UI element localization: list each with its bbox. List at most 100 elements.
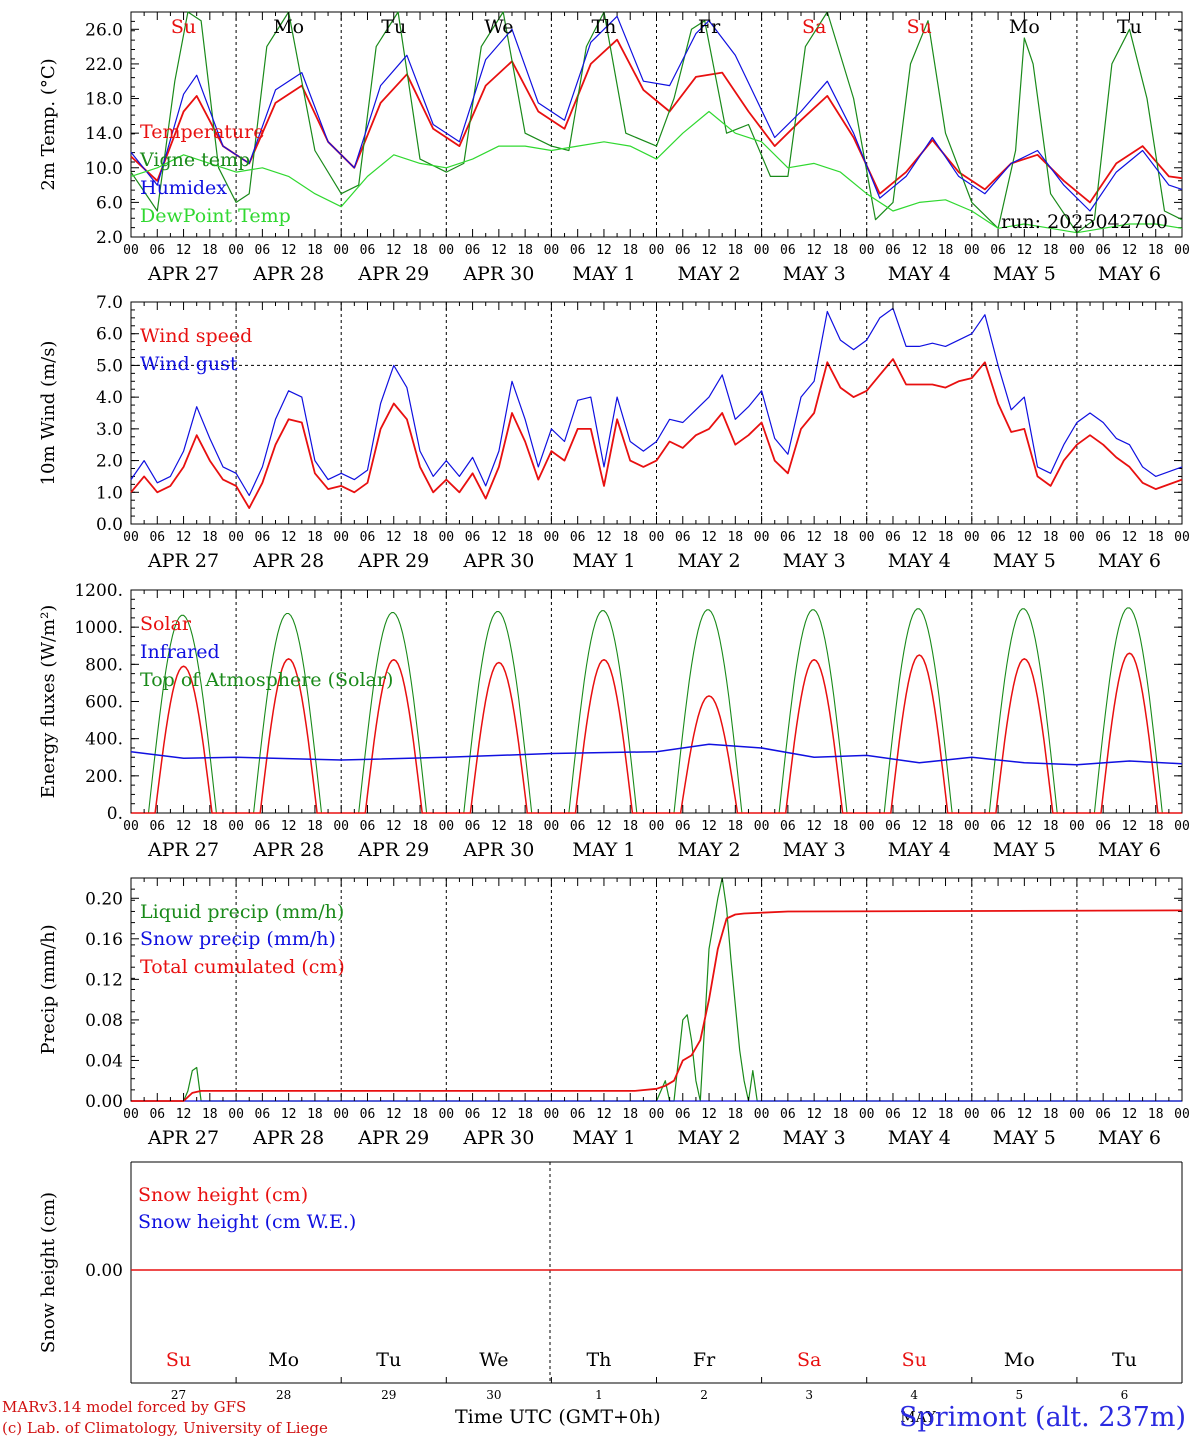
snow-y-tick-label: 0.00 xyxy=(85,1261,123,1281)
x-axis-title: Time UTC (GMT+0h) xyxy=(455,1406,661,1428)
hour-tick-label: 00 xyxy=(754,1107,770,1122)
date-label: APR 29 xyxy=(357,1127,429,1149)
hour-tick-label: 06 xyxy=(570,1107,586,1122)
plot-frame xyxy=(130,589,1183,814)
hour-tick-label: 12 xyxy=(1122,1107,1138,1122)
weekday-label: Th xyxy=(591,16,616,38)
hour-tick-label: 12 xyxy=(701,243,717,258)
hour-tick-label: 06 xyxy=(360,530,376,545)
weekday-label: Fr xyxy=(698,16,721,38)
hour-tick-label: 06 xyxy=(465,1107,481,1122)
snow-weekday-label: Fr xyxy=(693,1349,716,1371)
hour-tick-label: 06 xyxy=(780,819,796,834)
lab-credit: (c) Lab. of Climatology, University of L… xyxy=(2,1419,328,1437)
snow-day-number: 30 xyxy=(486,1388,501,1402)
hour-tick-label: 18 xyxy=(412,819,428,834)
legend-snow-precip-mm-h-: Snow precip (mm/h) xyxy=(140,928,336,950)
hour-tick-label: 18 xyxy=(1148,819,1164,834)
hour-tick-label: 06 xyxy=(885,1107,901,1122)
legend-temperature: Temperature xyxy=(140,121,264,143)
hour-tick-label: 00 xyxy=(754,530,770,545)
date-label: MAY 1 xyxy=(572,1127,635,1149)
weekday-label: Su xyxy=(171,16,196,38)
hour-tick-label: 18 xyxy=(622,819,638,834)
hour-tick-label: 00 xyxy=(544,243,560,258)
date-label: MAY 2 xyxy=(678,550,741,572)
y-tick-label: 6.0 xyxy=(96,325,123,345)
x-axis: 00 06 12 18 APR 27 00 06 12 18 APR 28 00 06 12 18 APR … xyxy=(123,590,1190,861)
hour-tick-label: 00 xyxy=(859,1107,875,1122)
hour-tick-label: 12 xyxy=(911,1107,927,1122)
hour-tick-label: 06 xyxy=(360,1107,376,1122)
legend-infrared: Infrared xyxy=(140,641,220,663)
hour-tick-label: 00 xyxy=(544,530,560,545)
legend-liquid-precip-mm-h-: Liquid precip (mm/h) xyxy=(140,901,344,923)
hour-tick-label: 12 xyxy=(1017,819,1033,834)
x-axis: 00 06 12 18 APR 27 00 06 12 18 APR 28 00 06 12 18 APR … xyxy=(123,12,1190,285)
date-label: APR 30 xyxy=(462,839,534,861)
hour-tick-label: 12 xyxy=(1017,530,1033,545)
date-label: APR 28 xyxy=(252,550,324,572)
hour-tick-label: 18 xyxy=(202,530,218,545)
y-tick-label: 0.20 xyxy=(85,889,123,909)
hour-tick-label: 00 xyxy=(544,819,560,834)
hour-tick-label: 00 xyxy=(1069,530,1085,545)
hour-tick-label: 00 xyxy=(1174,243,1190,258)
y-tick-label: 7.0 xyxy=(96,293,123,313)
y-tick-label: 0.04 xyxy=(85,1051,123,1071)
hour-tick-label: 12 xyxy=(911,243,927,258)
hour-tick-label: 12 xyxy=(491,1107,507,1122)
hour-tick-label: 06 xyxy=(885,819,901,834)
hour-tick-label: 18 xyxy=(727,243,743,258)
hour-tick-label: 06 xyxy=(675,819,691,834)
hour-tick-label: 12 xyxy=(596,1107,612,1122)
snow-day-number: 4 xyxy=(910,1388,918,1402)
wind-gust-line xyxy=(130,307,1183,497)
snow-day-number: 1 xyxy=(595,1388,603,1402)
x-axis: 00 06 12 18 APR 27 00 06 12 18 APR 28 00 06 12 18 APR … xyxy=(123,878,1190,1149)
temperature-line xyxy=(130,38,1183,204)
hour-tick-label: 18 xyxy=(938,1107,954,1122)
hour-tick-label: 00 xyxy=(438,819,454,834)
date-label: APR 28 xyxy=(252,839,324,861)
hour-tick-label: 12 xyxy=(281,243,297,258)
y-tick-label: 2.0 xyxy=(96,452,123,472)
y-axis-label: Precip (mm/h) xyxy=(38,924,59,1054)
y-axis-label: Energy fluxes (W/m²) xyxy=(38,605,59,799)
hour-tick-label: 12 xyxy=(596,819,612,834)
weekday-label: We xyxy=(484,16,513,38)
weekday-label: Tu xyxy=(1117,16,1142,38)
date-label: MAY 1 xyxy=(572,550,635,572)
hour-tick-label: 06 xyxy=(990,819,1006,834)
hour-tick-label: 06 xyxy=(1095,1107,1111,1122)
hour-tick-label: 18 xyxy=(833,530,849,545)
date-label: MAY 4 xyxy=(888,1127,951,1149)
hour-tick-label: 06 xyxy=(255,530,271,545)
y-tick-label: 5.0 xyxy=(96,356,123,376)
hour-tick-label: 12 xyxy=(176,819,192,834)
hour-tick-label: 00 xyxy=(649,243,665,258)
y-tick-label: 400. xyxy=(85,730,123,750)
date-label: MAY 4 xyxy=(888,839,951,861)
liquid-precip-mm-h--line xyxy=(131,877,1182,1102)
hour-tick-label: 00 xyxy=(1174,1107,1190,1122)
hour-tick-label: 18 xyxy=(622,243,638,258)
y-tick-label: 800. xyxy=(85,655,123,675)
hour-tick-label: 12 xyxy=(806,530,822,545)
y-tick-label: 4.0 xyxy=(96,388,123,408)
snow-day-number: 27 xyxy=(171,1388,186,1402)
station-name: Sprimont (alt. 237m) xyxy=(899,1402,1186,1433)
hour-tick-label: 18 xyxy=(622,530,638,545)
date-label: MAY 5 xyxy=(993,550,1056,572)
date-label: MAY 5 xyxy=(993,1127,1056,1149)
y-tick-label: 18.0 xyxy=(85,90,123,110)
snow-weekday-label: Su xyxy=(902,1349,927,1371)
hour-tick-label: 12 xyxy=(281,1107,297,1122)
hour-tick-label: 18 xyxy=(1043,1107,1059,1122)
y-tick-label: 1.0 xyxy=(96,483,123,503)
hour-tick-label: 00 xyxy=(1069,819,1085,834)
dewpoint-temp-line xyxy=(130,110,1183,234)
hour-tick-label: 18 xyxy=(727,819,743,834)
legend-total-cumulated-cm-: Total cumulated (cm) xyxy=(140,956,345,978)
hour-tick-label: 18 xyxy=(202,819,218,834)
